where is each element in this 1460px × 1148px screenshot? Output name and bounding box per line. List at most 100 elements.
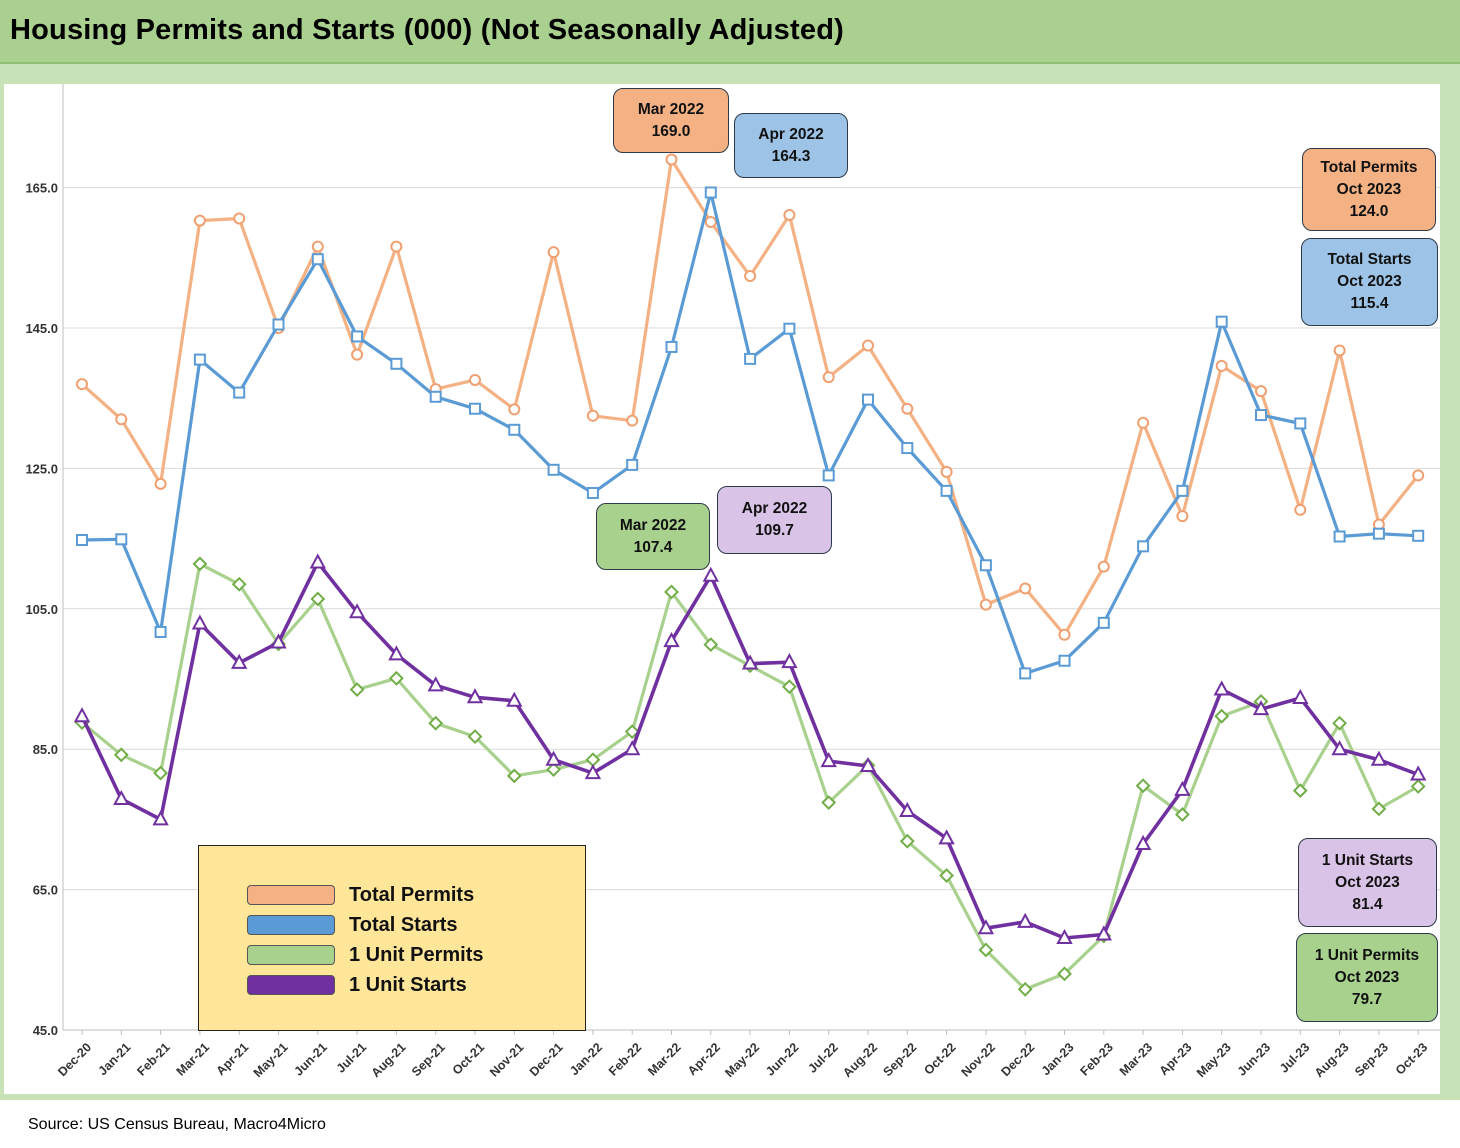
callout-line: Apr 2022 <box>741 500 808 517</box>
data-point-1-unit-permits <box>388 670 404 686</box>
data-point-total-starts <box>626 458 639 471</box>
data-point-1-unit-permits <box>939 868 955 883</box>
callout-line: 1 Unit Permits <box>1314 946 1420 964</box>
data-point-total-permits <box>1333 344 1346 357</box>
x-tick-label: Jun-22 <box>763 1040 801 1078</box>
data-point-1-unit-starts <box>270 633 287 649</box>
data-point-1-unit-permits <box>1174 807 1190 822</box>
y-tick-label: 65.0 <box>33 883 58 898</box>
data-point-1-unit-starts <box>1095 925 1112 941</box>
data-point-total-permits <box>744 270 757 283</box>
callout-line: Oct 2023 <box>1335 873 1400 891</box>
data-point-1-unit-permits <box>192 556 208 572</box>
data-point-1-unit-starts <box>466 688 484 704</box>
callout-value: 81.4 <box>1352 895 1383 913</box>
data-point-total-permits <box>351 348 364 361</box>
data-point-1-unit-starts <box>309 553 326 569</box>
data-point-total-starts <box>1333 530 1346 543</box>
callout-line: Mar 2022 <box>637 100 705 118</box>
data-point-1-unit-starts <box>1292 688 1309 704</box>
data-point-total-permits <box>547 246 560 259</box>
x-tick-label: Jan-21 <box>96 1040 134 1078</box>
legend-swatch <box>247 915 335 935</box>
y-tick-label: 45.0 <box>33 1023 58 1038</box>
data-point-1-unit-starts <box>938 829 955 845</box>
y-tick-label: 125.0 <box>25 461 58 476</box>
data-point-1-unit-permits <box>231 576 247 592</box>
data-point-1-unit-starts <box>1134 834 1152 850</box>
data-point-1-unit-starts <box>231 653 248 669</box>
data-point-1-unit-permits <box>1371 801 1387 817</box>
data-point-total-permits <box>626 414 639 427</box>
data-point-1-unit-permits <box>899 833 915 849</box>
data-point-1-unit-starts <box>191 614 209 630</box>
x-tick-label: Apr-23 <box>1157 1040 1195 1078</box>
data-point-total-starts <box>311 253 324 266</box>
callout-1unit-permits-last: 1 Unit Permits Oct 2023 79.7 <box>1296 933 1438 1022</box>
data-point-total-starts <box>233 386 246 399</box>
legend-swatch <box>247 945 335 965</box>
data-point-1-unit-starts <box>1017 912 1034 928</box>
data-point-1-unit-permits <box>153 765 169 781</box>
data-point-total-permits <box>115 413 128 426</box>
data-point-1-unit-starts <box>348 603 366 619</box>
callout-total-permits-peak: Mar 2022 169.0 <box>613 88 729 153</box>
x-tick-label: Nov-21 <box>487 1040 526 1079</box>
x-tick-label: Jun-23 <box>1235 1040 1273 1078</box>
x-tick-label: Mar-22 <box>645 1040 683 1078</box>
data-point-total-permits <box>1058 628 1071 641</box>
data-point-total-permits <box>1097 560 1110 573</box>
data-point-total-starts <box>822 469 835 482</box>
data-point-1-unit-starts <box>1370 750 1388 766</box>
data-point-total-starts <box>1019 667 1032 680</box>
x-tick-label: Apr-21 <box>213 1040 251 1078</box>
data-point-total-starts <box>1412 529 1425 542</box>
legend-label: 1 Unit Starts <box>349 973 467 996</box>
data-point-total-starts <box>1294 417 1307 430</box>
legend-label: Total Permits <box>349 883 475 906</box>
x-tick-label: Mar-23 <box>1117 1040 1155 1078</box>
legend-swatch <box>247 975 335 995</box>
data-point-total-permits <box>1137 416 1150 429</box>
data-point-total-starts <box>940 484 953 497</box>
data-point-total-permits <box>704 215 717 228</box>
data-point-total-starts <box>1255 409 1267 422</box>
callout-line: Oct 2023 <box>1334 968 1400 986</box>
data-point-total-permits <box>665 153 678 166</box>
legend-item-total-permits: Total Permits <box>247 883 474 907</box>
data-point-1-unit-permits <box>1214 708 1230 724</box>
data-point-total-starts <box>115 533 128 546</box>
data-point-total-starts <box>1058 654 1071 667</box>
data-point-1-unit-starts <box>977 919 995 935</box>
data-point-1-unit-permits <box>349 682 365 697</box>
data-point-1-unit-starts <box>702 566 719 582</box>
y-tick-label: 105.0 <box>25 602 58 617</box>
legend-label: 1 Unit Permits <box>349 943 484 966</box>
data-point-total-starts <box>1137 540 1150 553</box>
data-point-total-permits <box>1019 582 1032 595</box>
data-point-1-unit-starts <box>781 653 798 669</box>
data-point-1-unit-permits <box>1057 966 1072 982</box>
callout-value: 164.3 <box>771 147 811 165</box>
legend: Total Permits Total Starts 1 Unit Permit… <box>198 845 586 1031</box>
callout-value: 107.4 <box>633 538 673 556</box>
data-point-1-unit-permits <box>1292 783 1308 799</box>
data-point-total-permits <box>1176 510 1189 523</box>
series-line-total-starts <box>81 190 1419 676</box>
data-point-total-starts <box>351 330 364 343</box>
data-point-1-unit-starts <box>1331 740 1348 756</box>
x-tick-label: Oct-21 <box>450 1040 487 1077</box>
data-point-total-permits <box>508 403 521 416</box>
data-point-1-unit-starts <box>1410 765 1427 781</box>
data-point-total-starts <box>1372 527 1385 540</box>
data-point-total-starts <box>429 390 442 403</box>
x-tick-label: Jan-22 <box>567 1040 605 1078</box>
x-tick-label: Aug-22 <box>840 1040 880 1080</box>
data-point-total-permits <box>390 240 403 253</box>
data-point-total-starts <box>508 423 521 436</box>
data-point-total-permits <box>822 371 835 384</box>
legend-swatch <box>247 885 335 905</box>
data-point-1-unit-starts <box>1056 928 1073 945</box>
data-point-total-permits <box>1294 503 1307 516</box>
